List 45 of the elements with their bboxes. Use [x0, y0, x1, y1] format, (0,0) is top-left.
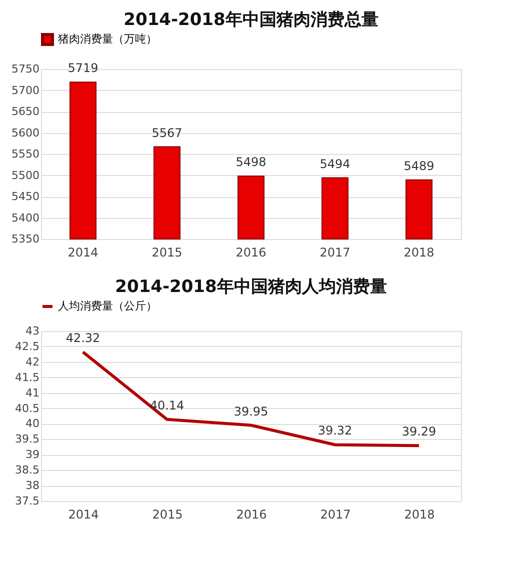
x-tick-label: 2018: [404, 246, 434, 260]
y-tick-label: 41.5: [15, 370, 40, 384]
data-label: 5498: [236, 155, 266, 170]
legend-label: 猪肉消费量（万吨）: [58, 32, 157, 46]
x-tick-label: 2017: [320, 508, 351, 522]
y-tick-label: 39: [26, 448, 40, 462]
y-tick-label: 38.5: [15, 464, 40, 477]
y-tick-label: 42.5: [15, 340, 40, 353]
y-tick-label: 37.5: [15, 494, 40, 508]
y-tick-label: 5450: [12, 190, 40, 203]
x-tick-label: 2016: [236, 246, 266, 260]
chart-title: 2014-2018年中国猪肉消费总量: [124, 10, 378, 30]
data-label: 5489: [404, 158, 434, 173]
y-tick-label: 5500: [12, 168, 40, 182]
y-tick-label: 5700: [12, 84, 40, 97]
y-tick-label: 38: [26, 479, 40, 492]
y-tick-label: 5400: [12, 211, 40, 224]
y-tick-label: 5600: [12, 126, 40, 140]
y-tick-label: 5650: [12, 105, 40, 118]
x-tick-label: 2018: [404, 508, 435, 522]
y-tick-label: 40: [26, 417, 40, 430]
x-tick-label: 2014: [68, 508, 99, 522]
data-label: 39.95: [234, 404, 268, 418]
data-label: 40.14: [150, 398, 184, 412]
y-tick-label: 42: [26, 355, 40, 368]
x-tick-label: 2015: [152, 246, 182, 260]
data-label: 39.32: [318, 424, 352, 438]
y-tick-label: 39.5: [15, 432, 40, 446]
data-label: 39.29: [402, 424, 436, 439]
x-tick-label: 2016: [236, 508, 267, 522]
chart-title: 2014-2018年中国猪肉人均消费量: [115, 277, 387, 297]
x-tick-label: 2014: [68, 246, 98, 260]
y-tick-label: 5550: [12, 148, 40, 160]
y-tick-label: 41: [26, 386, 40, 400]
data-label: 5494: [320, 156, 350, 171]
x-tick-label: 2017: [320, 246, 350, 260]
x-tick-label: 2015: [152, 508, 183, 522]
legend-label: 人均消费量（公斤）: [58, 300, 157, 312]
y-tick-label: 40.5: [15, 402, 40, 415]
data-label: 42.32: [66, 331, 100, 346]
y-tick-label: 5350: [12, 232, 40, 246]
y-tick-label: 5750: [12, 62, 40, 76]
data-label: 5719: [68, 61, 98, 76]
y-tick-label: 43: [26, 324, 40, 338]
data-label: 5567: [152, 126, 182, 140]
